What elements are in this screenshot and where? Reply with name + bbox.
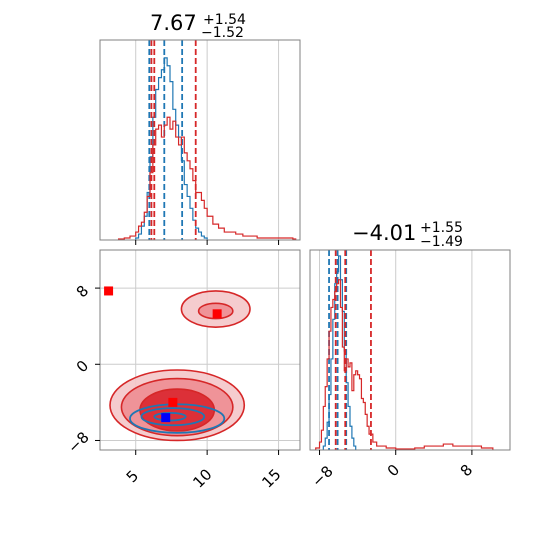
ytick-label-8: 8 xyxy=(73,282,92,301)
title-y-upper: +1.55 xyxy=(420,220,463,236)
right-xtick-label-0: 0 xyxy=(384,461,403,480)
title-y-value: −4.01 xyxy=(352,221,416,245)
right-xtick-label-neg8: −8 xyxy=(308,462,336,490)
right-hist-red xyxy=(315,279,494,450)
xtick-label-5: 5 xyxy=(123,467,142,486)
contour-blue-level-2 xyxy=(140,407,206,427)
joint-content xyxy=(104,286,251,442)
marker-red xyxy=(168,397,178,407)
panel-joint xyxy=(95,249,301,455)
panel-marginal-y xyxy=(309,249,511,455)
xtick-label-15: 15 xyxy=(258,465,284,491)
title-x: 7.67 +1.54 −1.52 xyxy=(150,11,246,41)
right-xtick-label-8: 8 xyxy=(457,461,476,480)
top-hist-red xyxy=(117,116,297,240)
top-frame xyxy=(99,39,301,241)
joint-frame xyxy=(99,249,301,451)
marker-blue xyxy=(161,413,171,423)
marker-red xyxy=(104,286,114,296)
marker-red xyxy=(212,309,222,319)
right-xtick-labels: −8 0 8 xyxy=(308,461,476,491)
title-y-lower: −1.49 xyxy=(420,234,463,250)
title-x-value: 7.67 xyxy=(150,11,197,35)
joint-ytick-labels: 8 0 −8 xyxy=(64,282,92,457)
joint-xtick-labels: 5 10 15 xyxy=(123,465,285,491)
right-frame xyxy=(309,249,511,451)
ytick-label-0: 0 xyxy=(73,357,92,376)
panel-marginal-x xyxy=(99,39,301,245)
ytick-label-neg8: −8 xyxy=(64,428,92,456)
title-y: −4.01 +1.55 −1.49 xyxy=(352,220,463,250)
title-x-upper: +1.54 xyxy=(203,12,246,28)
xtick-label-10: 10 xyxy=(189,465,215,491)
title-x-lower: −1.52 xyxy=(201,25,244,41)
